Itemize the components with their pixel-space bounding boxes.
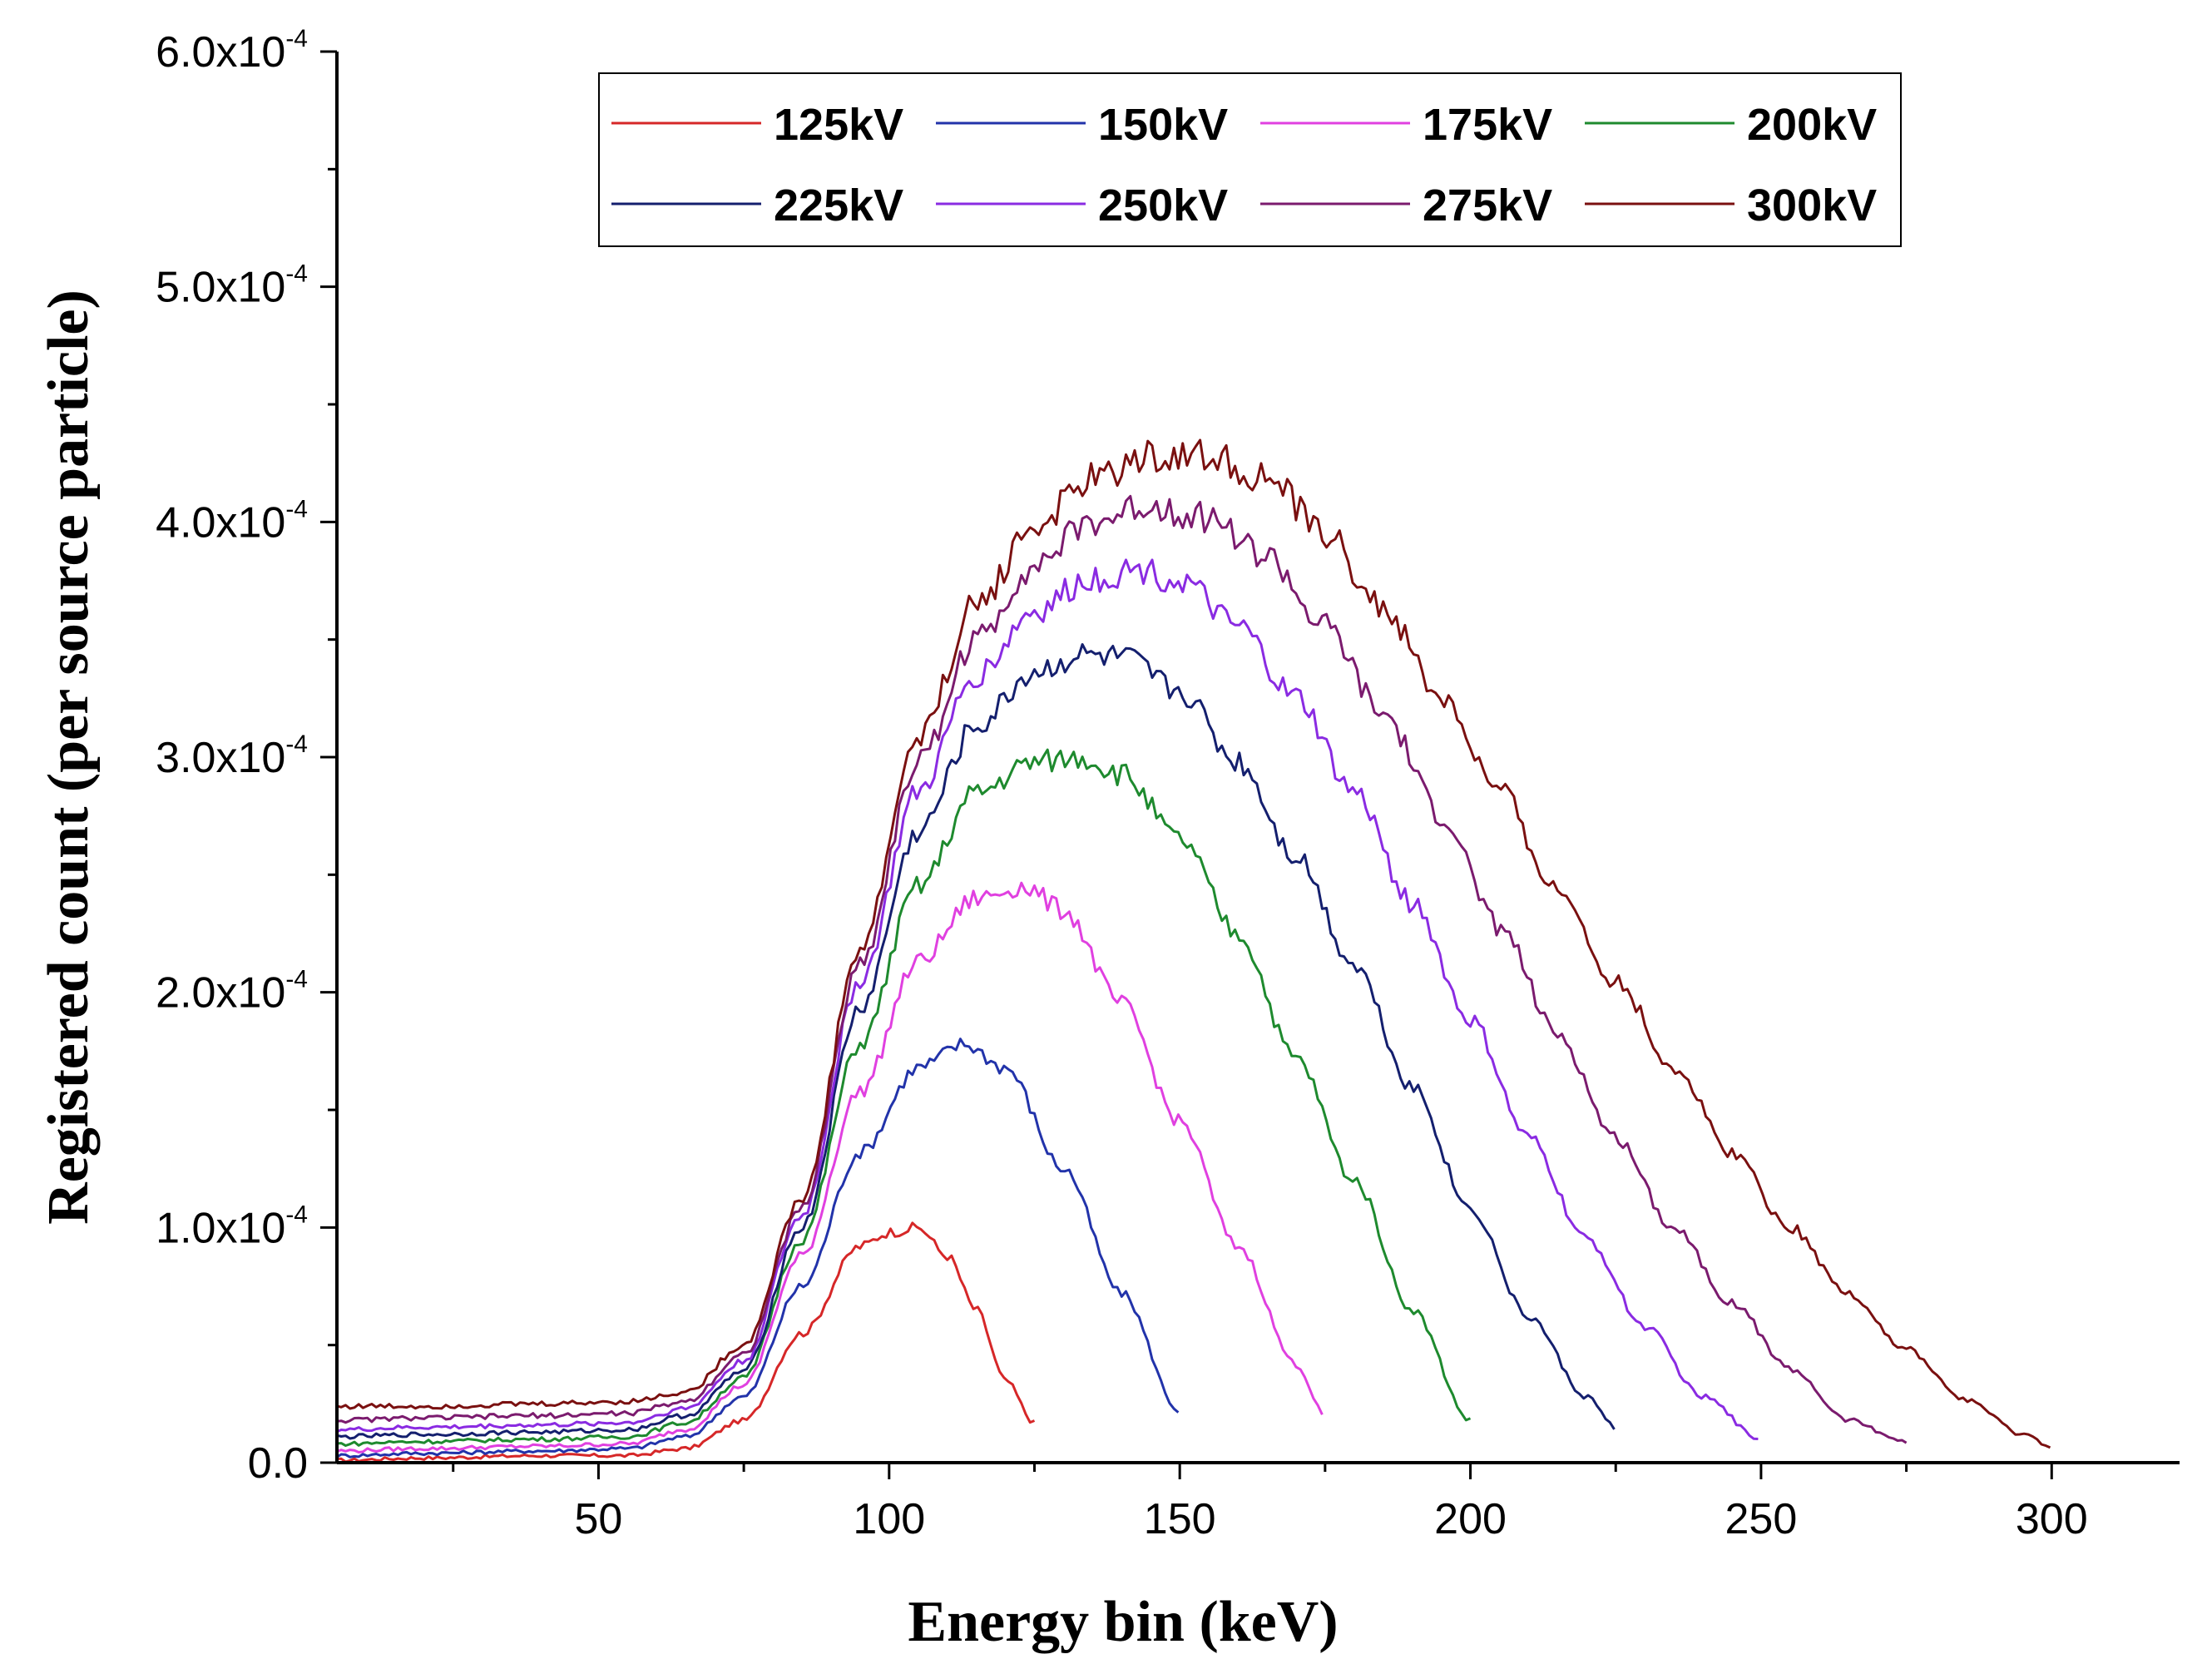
legend: 125kV 150kV 175kV 200kV 225kV 250kV 275kV 300kV <box>598 72 1902 247</box>
y-tick-label: 0.0 <box>248 1439 308 1488</box>
legend-label: 175kV <box>1423 100 1552 150</box>
y-tick-label: 4.0x10-4 <box>156 495 308 547</box>
series-layer <box>336 438 2051 1463</box>
x-tick-label: 150 <box>1144 1495 1216 1543</box>
legend-box <box>598 72 1902 247</box>
y-tick-label: 2.0x10-4 <box>156 966 308 1018</box>
series-line-150kV <box>336 1038 1180 1459</box>
legend-items: 125kV 150kV 175kV 200kV 225kV 250kV 275kV 300kV <box>611 100 1877 230</box>
x-tick-label: 200 <box>1434 1495 1507 1543</box>
legend-label: 250kV <box>1098 181 1228 230</box>
series-line-275kV <box>336 494 1908 1444</box>
series-line-175kV <box>336 881 1324 1454</box>
legend-label: 275kV <box>1423 181 1552 230</box>
axes-layer <box>335 52 2180 1464</box>
legend-label: 200kV <box>1747 100 1877 150</box>
x-axis-title: Energy bin (keV) <box>908 1590 1338 1654</box>
legend-label: 225kV <box>774 181 903 230</box>
series-line-125kV <box>336 1221 1036 1463</box>
y-tick-label: 6.0x10-4 <box>156 25 308 77</box>
series-line-200kV <box>336 748 1472 1447</box>
ticks-layer: 50 100 150 200 250 300 0.0 1.0x10-4 2.0x10-4 3.0x… <box>156 25 2087 1543</box>
x-tick-label: 50 <box>575 1495 623 1543</box>
y-tick-label: 5.0x10-4 <box>156 260 308 312</box>
x-tick-label: 250 <box>1725 1495 1798 1543</box>
legend-label: 125kV <box>774 100 903 150</box>
y-tick-label: 1.0x10-4 <box>156 1201 308 1252</box>
x-tick-label: 100 <box>853 1495 925 1543</box>
y-tick-label: 3.0x10-4 <box>156 730 308 782</box>
series-line-250kV <box>336 558 1759 1440</box>
series-line-225kV <box>336 643 1616 1440</box>
x-tick-label: 300 <box>2016 1495 2088 1543</box>
legend-label: 150kV <box>1098 100 1228 150</box>
series-line-300kV <box>336 438 2051 1449</box>
y-axis-title: Registered count (per source particle) <box>37 290 101 1225</box>
legend-label: 300kV <box>1747 181 1877 230</box>
